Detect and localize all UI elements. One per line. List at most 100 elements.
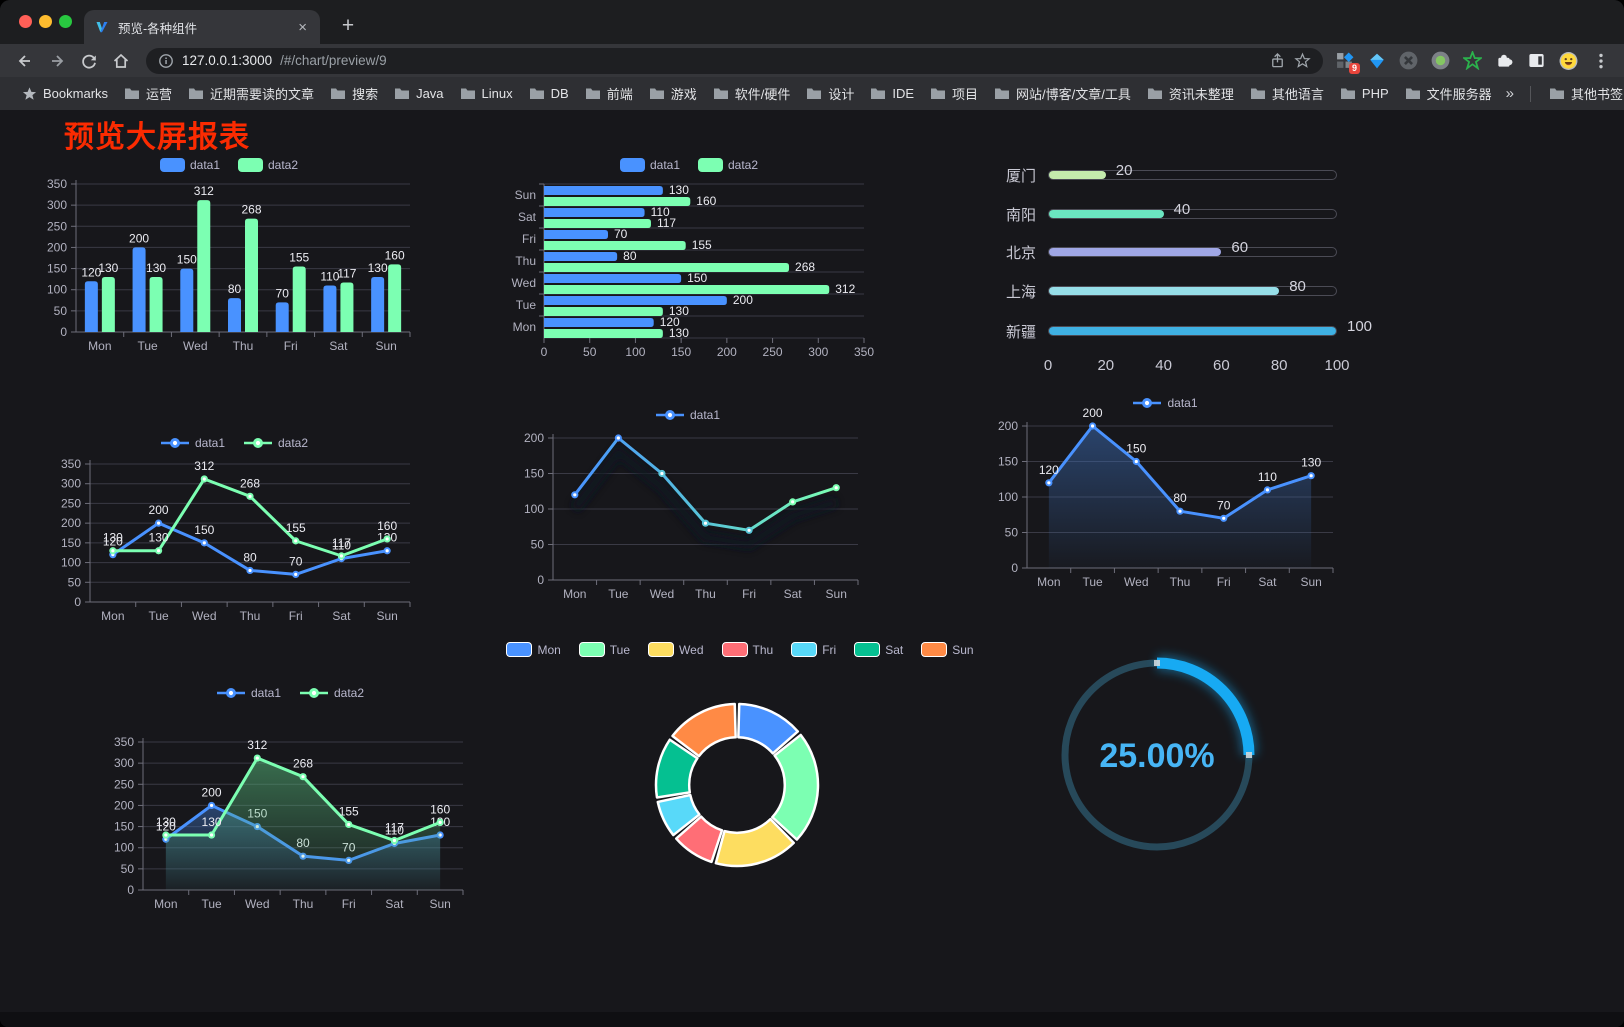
bookmark-star-icon[interactable] [1294,52,1311,69]
bookmark-item[interactable]: 运营 [116,81,180,106]
bookmark-item[interactable]: Linux [452,83,521,104]
bookmarks-overflow-chevron[interactable]: » [1505,85,1515,102]
browser-tab[interactable]: 预览-各种组件 × [84,10,320,44]
reload-button[interactable] [76,48,102,74]
legend-item-Mon[interactable]: Mon [506,642,561,657]
site-info-icon[interactable] [158,53,174,69]
legend-swatch-icon [698,157,723,172]
folder-icon [871,88,886,99]
bookmark-item[interactable]: 其他语言 [1242,81,1332,106]
donut-canvas [654,702,820,868]
bookmark-item[interactable]: 项目 [922,81,986,106]
bookmark-item[interactable]: 近期需要读的文章 [180,81,322,106]
svg-text:50: 50 [121,862,135,876]
legend-label: data2 [278,435,309,450]
legend-item-data1[interactable]: data1 [619,157,680,172]
folder-icon [931,88,946,99]
browser-menu-icon[interactable] [1591,51,1610,70]
svg-text:Fri: Fri [742,587,756,601]
progress-track [1048,209,1337,219]
extension-gem-icon[interactable] [1367,51,1386,70]
legend-item-data2[interactable]: data2 [299,686,364,700]
other-bookmarks-folder[interactable]: 其他书签 [1541,81,1624,106]
legend-item-data1[interactable]: data1 [159,157,220,172]
profile-emoji-icon[interactable] [1559,51,1578,70]
url-bar[interactable]: 127.0.0.1:3000 /#/chart/preview/9 [146,47,1323,74]
legend-item-Tue[interactable]: Tue [578,642,630,657]
side-panel-icon[interactable] [1527,51,1546,70]
svg-text:70: 70 [1217,498,1231,512]
extension-grid-icon[interactable]: 9 [1335,51,1360,74]
chart-legend: data1 data2 [48,434,420,451]
legend-item-data2[interactable]: data2 [243,436,308,450]
legend-item-data2[interactable]: data2 [238,157,298,172]
legend-item-data1[interactable]: data1 [216,686,281,700]
svg-text:Wed: Wed [512,276,536,290]
svg-text:200: 200 [149,503,169,517]
window-close-button[interactable] [19,15,32,28]
bookmark-item[interactable]: Java [386,83,451,104]
forward-button[interactable] [44,48,70,74]
window-minimize-button[interactable] [39,15,52,28]
svg-text:Tue: Tue [137,339,158,353]
legend-item-data1[interactable]: data1 [160,436,225,450]
bookmark-item[interactable]: 设计 [798,81,862,106]
svg-text:50: 50 [68,575,82,589]
svg-text:Thu: Thu [515,254,536,268]
legend-item-Thu[interactable]: Thu [721,642,773,657]
back-button[interactable] [12,48,38,74]
bookmark-item[interactable]: 网站/博客/文章/工具 [986,81,1139,106]
svg-text:150: 150 [61,536,81,550]
legend-item-data2[interactable]: data2 [698,157,758,172]
progress-value: 100 [1347,318,1373,335]
extensions-puzzle-icon[interactable] [1495,51,1514,70]
svg-text:0: 0 [74,595,81,609]
bookmark-item[interactable]: 文件服务器 [1397,81,1500,106]
new-tab-button[interactable]: + [341,14,355,37]
bookmarks-manager[interactable]: Bookmarks [14,83,116,104]
tab-close-icon[interactable]: × [298,18,307,36]
extension-circle-dot-icon[interactable] [1431,51,1450,70]
bookmark-item[interactable]: DB [521,83,577,104]
bookmark-item[interactable]: 软件/硬件 [705,81,799,106]
bookmark-item[interactable]: 前端 [577,81,641,106]
svg-text:312: 312 [835,282,855,296]
legend-item-data1[interactable]: data1 [1132,396,1198,410]
extension-green-star-icon[interactable] [1463,51,1482,70]
progress-value: 20 [1115,162,1133,179]
line-double-canvas: 0 50 100 150 200 250 300 350 Mon Tue Wed Thu Fri Sat S… [61,457,411,623]
svg-text:160: 160 [696,194,716,208]
svg-text:50: 50 [54,304,68,318]
axis-tick-label: 0 [1043,357,1053,374]
chart-legend: Mon Tue Wed Thu Fri Sat Sun [506,641,974,658]
svg-text:100: 100 [114,841,134,855]
legend-swatch-icon [578,642,605,657]
svg-text:Wed: Wed [192,609,216,623]
svg-text:0: 0 [60,325,67,339]
page-content: 预览大屏报表 data1 data2 0 50 100 150 200 250 300 350 Mo… [0,110,1624,1012]
window-zoom-button[interactable] [59,15,72,28]
bookmark-item[interactable]: 游戏 [641,81,705,106]
bookmark-item[interactable]: 资讯未整理 [1139,81,1242,106]
bookmark-item[interactable]: 搜索 [322,81,386,106]
legend-item-data1[interactable]: data1 [655,408,720,422]
svg-text:Wed: Wed [245,897,269,911]
home-button[interactable] [108,48,134,74]
svg-text:250: 250 [61,496,81,510]
extension-circle-cross-icon[interactable] [1399,51,1418,70]
legend-item-Wed[interactable]: Wed [648,642,704,657]
bookmark-item[interactable]: PHP [1332,83,1397,104]
legend-label: data1 [194,435,225,450]
bookmark-item[interactable]: IDE [862,83,922,104]
bookmark-label: 设计 [828,87,855,102]
folder-icon [585,88,600,99]
svg-text:0: 0 [1011,561,1018,575]
legend-item-Fri[interactable]: Fri [791,642,836,657]
svg-text:80: 80 [228,282,242,296]
legend-item-Sun[interactable]: Sun [921,642,974,657]
area-single-canvas: 0 50 100 150 200 Mon Tue Wed Thu Fri Sat Sun 120 200 1… [998,406,1334,589]
share-icon[interactable] [1269,52,1286,69]
area-double-canvas: 0 50 100 150 200 250 300 350 Mon Tue Wed Thu Fri Sat S… [114,735,464,911]
chart-bar-vertical: data1 data2 0 50 100 150 200 250 300 350 Mon Tue Wed… [40,150,418,362]
legend-item-Sat[interactable]: Sat [854,642,903,657]
